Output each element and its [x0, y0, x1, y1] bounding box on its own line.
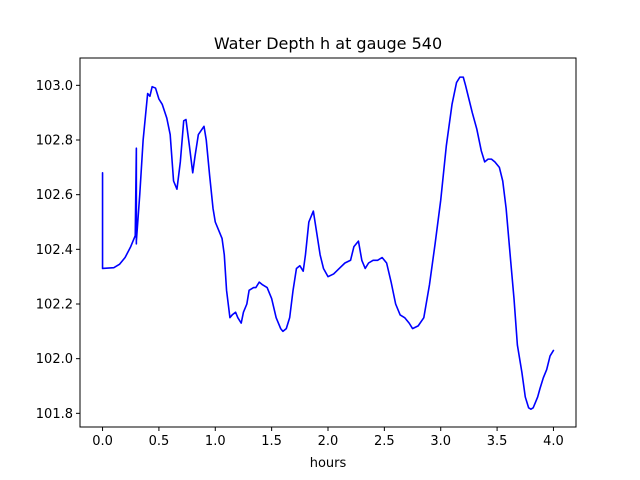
- y-tick-label: 102.2: [36, 298, 73, 313]
- y-tick-label: 102.8: [36, 134, 73, 149]
- x-axis-label: hours: [310, 456, 347, 471]
- x-tick-label: 2.0: [318, 434, 339, 449]
- y-tick-label: 102.4: [36, 243, 73, 258]
- y-axis: 101.8 102.0 102.2 102.4 102.6 102.8 103.0: [36, 79, 80, 422]
- x-tick-label: 0.5: [149, 434, 170, 449]
- y-tick-label: 102.6: [36, 188, 73, 203]
- x-tick-label: 4.0: [543, 434, 564, 449]
- x-tick-label: 1.0: [205, 434, 226, 449]
- plot-area: [101, 76, 555, 411]
- chart-title: Water Depth h at gauge 540: [214, 34, 442, 53]
- series-line-0: [101, 76, 555, 411]
- y-tick-label: 103.0: [36, 79, 73, 94]
- x-axis: 0.0 0.5 1.0 1.5 2.0 2.5 3.0 3.5 4.0: [92, 427, 564, 449]
- x-tick-label: 2.5: [374, 434, 395, 449]
- y-tick-label: 102.0: [36, 352, 73, 367]
- x-tick-label: 0.0: [92, 434, 113, 449]
- x-tick-label: 3.0: [430, 434, 451, 449]
- y-tick-label: 101.8: [36, 407, 73, 422]
- x-tick-label: 1.5: [261, 434, 282, 449]
- x-tick-label: 3.5: [487, 434, 508, 449]
